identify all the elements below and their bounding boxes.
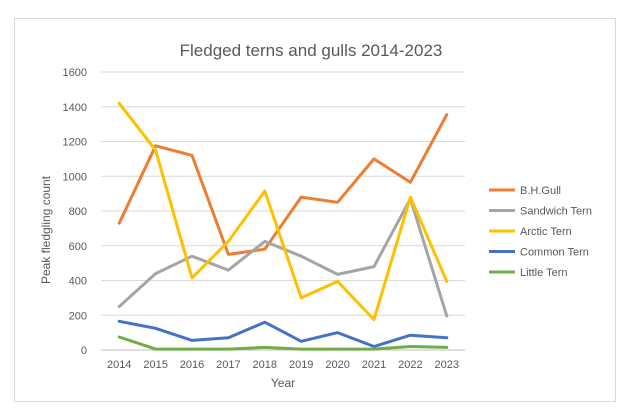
gridlines (101, 71, 465, 351)
y-tick-label: 400 (69, 276, 87, 288)
x-tick-label: 2021 (362, 359, 386, 371)
y-axis-title: Peak fledgling count (39, 175, 53, 284)
x-tick-label: 2020 (325, 359, 349, 371)
x-tick-label: 2017 (216, 359, 240, 371)
x-tick-label: 2018 (253, 359, 277, 371)
series-line-common-tern (117, 319, 449, 348)
legend-label: Arctic Tern (520, 226, 572, 238)
series-lines (117, 101, 449, 351)
y-axis-ticks: 0 200 400 600 800 1000 1200 1400 1600 (63, 67, 87, 357)
legend-label: Little Tern (520, 267, 568, 279)
legend-label: B.H.Gull (520, 185, 561, 197)
x-tick-label: 2022 (398, 359, 422, 371)
y-tick-label: 800 (69, 206, 87, 218)
legend: B.H.Gull Sandwich Tern Arctic Tern Common T… (489, 185, 592, 279)
x-tick-label: 2015 (143, 359, 167, 371)
chart-area: Fledged terns and gulls 2014-2023 0 200 40… (14, 18, 616, 402)
x-tick-label: 2019 (289, 359, 313, 371)
x-tick-label: 2014 (107, 359, 131, 371)
series-line-sandwich-tern (117, 197, 449, 318)
y-tick-label: 0 (81, 345, 87, 357)
line-chart: Fledged terns and gulls 2014-2023 0 200 40… (39, 41, 592, 390)
x-axis-title: Year (271, 376, 295, 390)
y-tick-label: 1200 (63, 137, 87, 149)
legend-label: Common Tern (520, 247, 589, 259)
x-tick-label: 2023 (435, 359, 459, 371)
x-tick-label: 2016 (180, 359, 204, 371)
series-line-b-h-gull (117, 113, 449, 256)
y-tick-label: 1000 (63, 171, 87, 183)
legend-label: Sandwich Tern (520, 206, 592, 218)
series-line-arctic-tern (117, 101, 449, 322)
y-tick-label: 1600 (63, 67, 87, 79)
y-tick-label: 600 (69, 241, 87, 253)
x-axis-ticks: 2014 2015 2016 2017 2018 2019 2020 2021 2022 2023 (107, 359, 459, 371)
y-tick-label: 200 (69, 310, 87, 322)
chart-title: Fledged terns and gulls 2014-2023 (180, 41, 443, 60)
series-line-little-tern (117, 335, 449, 351)
y-tick-label: 1400 (63, 102, 87, 114)
